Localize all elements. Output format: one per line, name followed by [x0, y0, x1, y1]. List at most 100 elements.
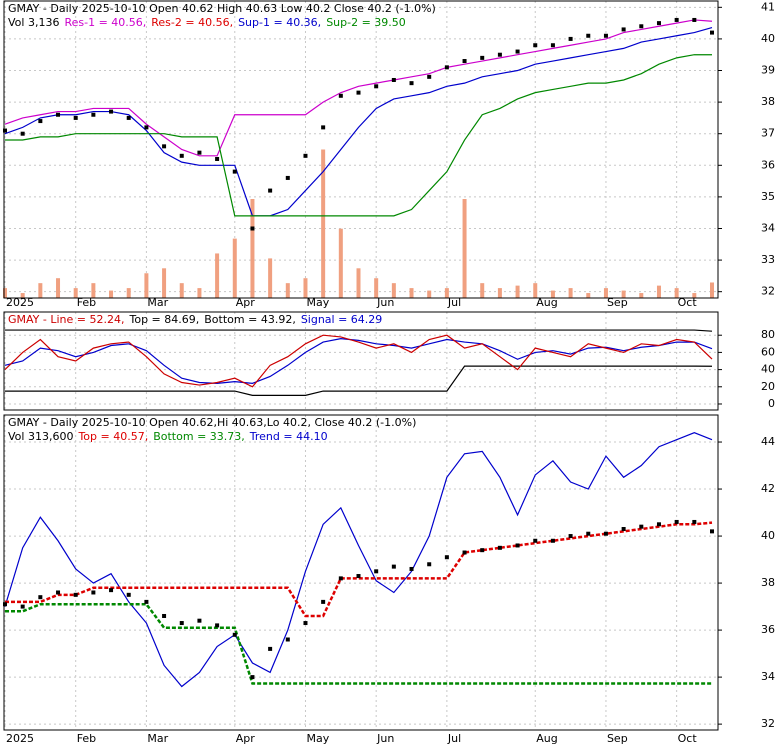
- header-item: Vol 3,136: [8, 16, 59, 29]
- volume-bar: [710, 282, 714, 298]
- price-marker: [179, 153, 184, 158]
- y-tick-label: 80: [761, 328, 775, 341]
- x-tick-label: 2025: [6, 296, 34, 309]
- price-marker: [338, 93, 343, 98]
- volume-bar: [3, 288, 7, 298]
- price-marker: [162, 144, 167, 149]
- volume-bar: [427, 290, 432, 298]
- price-marker: [692, 519, 697, 524]
- x-tick-label: Mar: [147, 296, 168, 309]
- price-marker: [356, 574, 361, 579]
- price-marker: [215, 623, 220, 628]
- price-marker: [215, 156, 220, 161]
- y-tick-label: 41: [761, 0, 775, 13]
- x-tick-label: Jul: [447, 296, 461, 309]
- header-item: Sup-2 = 39.50: [326, 16, 406, 29]
- price-marker: [444, 65, 449, 70]
- y-tick-label: 34: [761, 221, 775, 234]
- volume-bar: [144, 273, 149, 298]
- price-marker: [656, 522, 661, 527]
- price-marker: [586, 33, 591, 38]
- series-line: [5, 602, 712, 685]
- x-tick-label: Sep: [607, 296, 628, 309]
- header-item: Bottom = 33.73,: [153, 430, 245, 443]
- price-marker: [710, 30, 714, 35]
- price-marker: [321, 599, 326, 604]
- header-item: GMAY - Line = 52.24,: [8, 313, 125, 326]
- x-tick-label: Sep: [607, 732, 628, 745]
- volume-bar: [197, 288, 202, 298]
- volume-bar: [268, 258, 273, 298]
- volume-bar: [250, 199, 255, 298]
- volume-bar: [444, 288, 449, 298]
- volume-bar: [56, 278, 61, 298]
- price-marker: [20, 604, 25, 609]
- y-tick-label: 38: [761, 576, 775, 589]
- volume-bar: [480, 283, 485, 298]
- price-marker: [56, 590, 61, 595]
- x-tick-label: Oct: [678, 732, 698, 745]
- x-tick-label: Apr: [236, 296, 256, 309]
- y-tick-label: 60: [761, 345, 775, 358]
- price-marker: [568, 534, 573, 539]
- volume-bar: [38, 283, 43, 298]
- volume-bar: [232, 238, 237, 298]
- price-marker: [480, 548, 485, 553]
- y-tick-label: 35: [761, 190, 775, 203]
- price-marker: [109, 109, 114, 114]
- volume-bar: [550, 290, 555, 298]
- price-marker: [285, 637, 290, 642]
- y-tick-label: 0: [768, 397, 775, 410]
- price-marker: [533, 538, 538, 543]
- header-item: Res-2 = 40.56,: [151, 16, 233, 29]
- price-marker: [533, 43, 538, 48]
- price-marker: [586, 531, 591, 536]
- panel-header: GMAY - Line = 52.24, Top = 84.69, Bottom =…: [8, 313, 382, 326]
- volume-bar: [179, 283, 184, 298]
- panel-background: [4, 1, 718, 298]
- header-item: Top = 84.69,: [129, 313, 200, 326]
- price-marker: [197, 618, 202, 623]
- price-marker: [621, 27, 626, 32]
- price-marker: [162, 613, 167, 618]
- series-line: [4, 338, 713, 384]
- price-marker: [550, 43, 555, 48]
- price-marker: [462, 59, 467, 64]
- price-marker: [639, 524, 644, 529]
- volume-bar: [20, 293, 25, 298]
- volume-bar: [338, 228, 343, 298]
- x-tick-label: 2025: [6, 732, 34, 745]
- price-marker: [126, 592, 131, 597]
- price-marker: [444, 555, 449, 560]
- price-marker: [109, 588, 114, 593]
- series-line: [4, 334, 713, 388]
- price-marker: [73, 592, 78, 597]
- x-tick-label: Apr: [236, 732, 256, 745]
- header-item: Vol 313,600: [8, 430, 73, 443]
- x-tick-label: Jul: [447, 732, 461, 745]
- volume-bar: [656, 285, 661, 298]
- price-marker: [303, 621, 308, 626]
- volume-bar: [126, 288, 131, 298]
- price-marker: [3, 602, 7, 607]
- series-line: [5, 365, 713, 396]
- volume-bar: [91, 283, 96, 298]
- header-item: GMAY - Daily 2025-10-10 Open 40.62,Hi 40…: [8, 416, 416, 429]
- volume-bar: [603, 288, 608, 298]
- price-marker: [126, 115, 131, 120]
- volume-bar: [374, 278, 379, 298]
- price-marker: [268, 188, 273, 193]
- price-marker: [285, 175, 290, 180]
- price-marker: [515, 49, 520, 54]
- x-tick-label: Feb: [77, 732, 96, 745]
- volume-bar: [285, 283, 290, 298]
- y-tick-label: 36: [761, 158, 775, 171]
- series-line: [4, 19, 713, 157]
- price-marker: [91, 590, 96, 595]
- series-line: [5, 54, 712, 217]
- volume-bar: [515, 285, 520, 298]
- price-marker: [692, 17, 697, 22]
- y-tick-label: 39: [761, 64, 775, 77]
- price-marker: [391, 564, 396, 569]
